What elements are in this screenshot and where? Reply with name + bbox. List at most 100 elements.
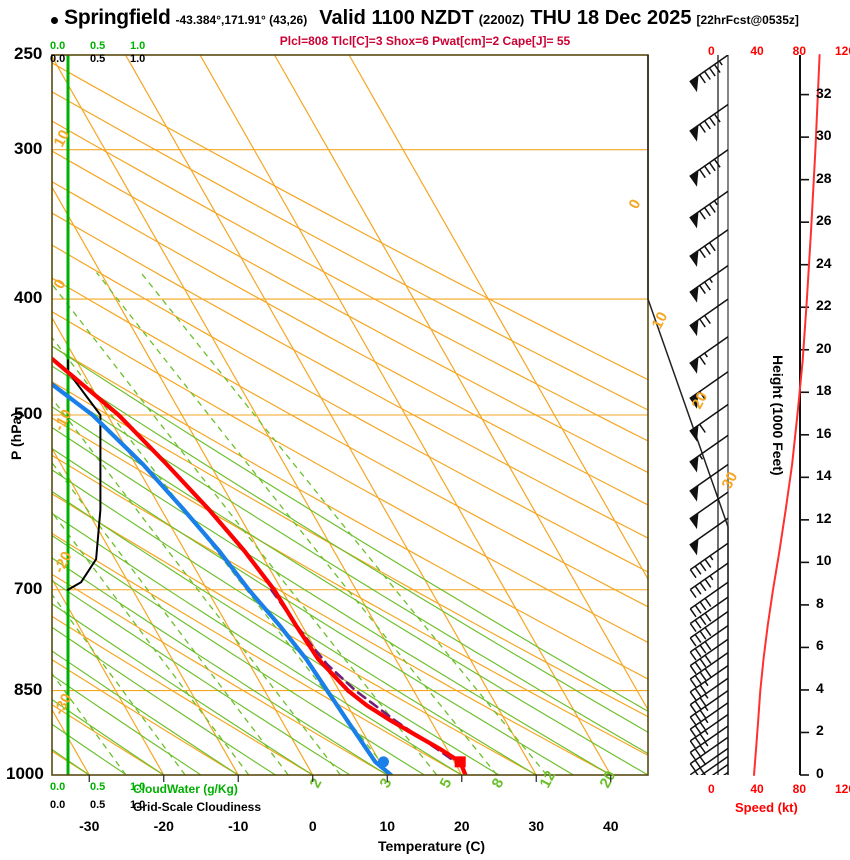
height-tick-label: 6	[816, 637, 824, 654]
wind-panel-boundary	[647, 55, 729, 775]
station-name: Springfield	[64, 6, 171, 29]
mixing-ratio-line	[52, 283, 438, 775]
speed-tick-label-top: 120	[835, 44, 850, 58]
isotherm-line	[52, 447, 239, 775]
moist-adiabat-line	[52, 626, 276, 775]
pressure-axis-title: P (hPa)	[8, 412, 24, 460]
isotherm-label: 10	[649, 309, 672, 332]
wind-barb	[689, 562, 729, 599]
cloudiness-tick-label: 0.0	[50, 799, 66, 811]
mixing-ratio-line	[52, 461, 289, 775]
dewpoint-curve	[52, 381, 394, 775]
mixing-ratio-label: 8	[489, 776, 508, 791]
speed-axis-title: Speed (kt)	[735, 800, 798, 815]
temperature-tick-label: 20	[453, 818, 470, 834]
dry-adiabat-line	[52, 703, 165, 775]
wind-barb	[689, 581, 729, 618]
moist-adiabat-line	[52, 512, 463, 775]
temperature-tick-label: -30	[79, 818, 100, 834]
temperature-marker	[454, 756, 466, 768]
dry-adiabat-line	[52, 120, 648, 442]
pressure-tick-label: 500	[14, 404, 43, 423]
wind-barb	[689, 491, 729, 530]
moist-adiabat-line	[52, 345, 648, 712]
wind-barb	[689, 702, 729, 738]
cloudwater-tick-label: 0.5	[90, 781, 106, 793]
height-tick-label: 0	[816, 765, 824, 781]
wind-barb	[689, 736, 729, 773]
mixing-ratio-label: 20	[597, 768, 620, 791]
pressure-tick-label: 250	[14, 44, 43, 63]
cloudiness-tick-label: 1.0	[130, 53, 146, 65]
isotherm-label: 30	[719, 469, 742, 492]
wind-barb	[689, 638, 729, 675]
height-tick-label: 20	[816, 339, 832, 356]
dewpoint-marker	[377, 756, 389, 768]
plot-frame	[51, 54, 649, 776]
cloudiness-tick-label: 0.5	[90, 53, 106, 65]
isotherm-line	[52, 577, 165, 775]
dry-adiabat-line	[52, 345, 648, 680]
isotherm-line	[125, 55, 537, 775]
wind-barbs-group	[689, 55, 729, 775]
moist-adiabat-line	[52, 557, 388, 775]
height-tick-label: 30	[816, 127, 832, 144]
cloudiness-tick-label: 1.0	[130, 799, 146, 811]
chart-header: Springfield -43.384°,171.91° (43,26) Val…	[0, 6, 850, 32]
wind-barb	[689, 55, 729, 93]
dry-adiabat-line	[52, 277, 648, 608]
wind-barb	[689, 610, 729, 647]
wind-barb	[689, 651, 729, 688]
mixing-ratio-line	[140, 272, 548, 775]
dry-adiabat-line	[52, 659, 239, 775]
height-tick-label: 10	[816, 552, 832, 569]
mixing-ratio-line	[52, 593, 186, 775]
wind-barb	[689, 677, 729, 714]
height-tick-label: 28	[816, 169, 832, 186]
cloudwater-tick-label: 1.0	[130, 40, 146, 52]
cloudwater-tick-label: 0.0	[50, 40, 66, 52]
speed-tick-label-top: 0	[708, 44, 715, 58]
stability-indices: Plcl=808 Tlcl[C]=3 Shox=6 Pwat[cm]=2 Cap…	[279, 34, 571, 48]
dry-adiabat-line	[52, 150, 648, 474]
isotherm-label: 0	[626, 197, 645, 212]
cloudiness-tick-label: 0.0	[50, 53, 66, 65]
pressure-tick-label: 850	[14, 679, 43, 699]
skewt-grid-group	[52, 55, 648, 775]
wind-barb	[689, 190, 729, 229]
wind-barb	[689, 596, 729, 633]
moist-adiabat-line	[52, 534, 425, 775]
height-tick-label: 8	[816, 594, 824, 611]
cloudwater-tick-label: 1.0	[130, 781, 146, 793]
moist-adiabat-line	[52, 365, 648, 733]
isotherm-line	[348, 55, 648, 581]
wind-barb	[689, 463, 729, 502]
mixing-ratio-label: 2	[307, 776, 326, 791]
isotherm-line	[199, 55, 612, 775]
wind-barb	[689, 664, 729, 701]
wind-barb	[689, 149, 729, 187]
wind-barb	[689, 713, 729, 750]
mixing-ratio-line	[52, 511, 250, 775]
moist-adiabat-line	[52, 580, 351, 775]
wind-barb	[689, 403, 729, 442]
dry-adiabat-line	[52, 244, 648, 573]
speed-tick-label-bottom: 0	[708, 782, 715, 796]
dry-adiabat-line	[52, 212, 648, 539]
wind-barb	[689, 229, 729, 267]
dry-adiabat-line	[52, 62, 648, 381]
zulu-time: (2200Z)	[478, 12, 525, 27]
dry-adiabat-label: 10	[51, 127, 74, 150]
speed-tick-label-top: 80	[792, 44, 807, 58]
cloudwater-tick-label: 0.5	[90, 40, 106, 52]
moist-adiabat-line	[52, 603, 314, 775]
wind-barb	[689, 103, 729, 142]
temperature-tick-label: -10	[228, 818, 249, 834]
isotherm-label: 20	[689, 389, 712, 412]
wind-barb	[689, 336, 729, 374]
valid-time: Valid 1100 NZDT	[319, 7, 474, 29]
speed-tick-label-bottom: 120	[835, 782, 850, 796]
wind-barb	[689, 371, 729, 409]
sounding-curves-group	[52, 356, 468, 775]
mixing-ratio-label: 12	[537, 768, 560, 791]
